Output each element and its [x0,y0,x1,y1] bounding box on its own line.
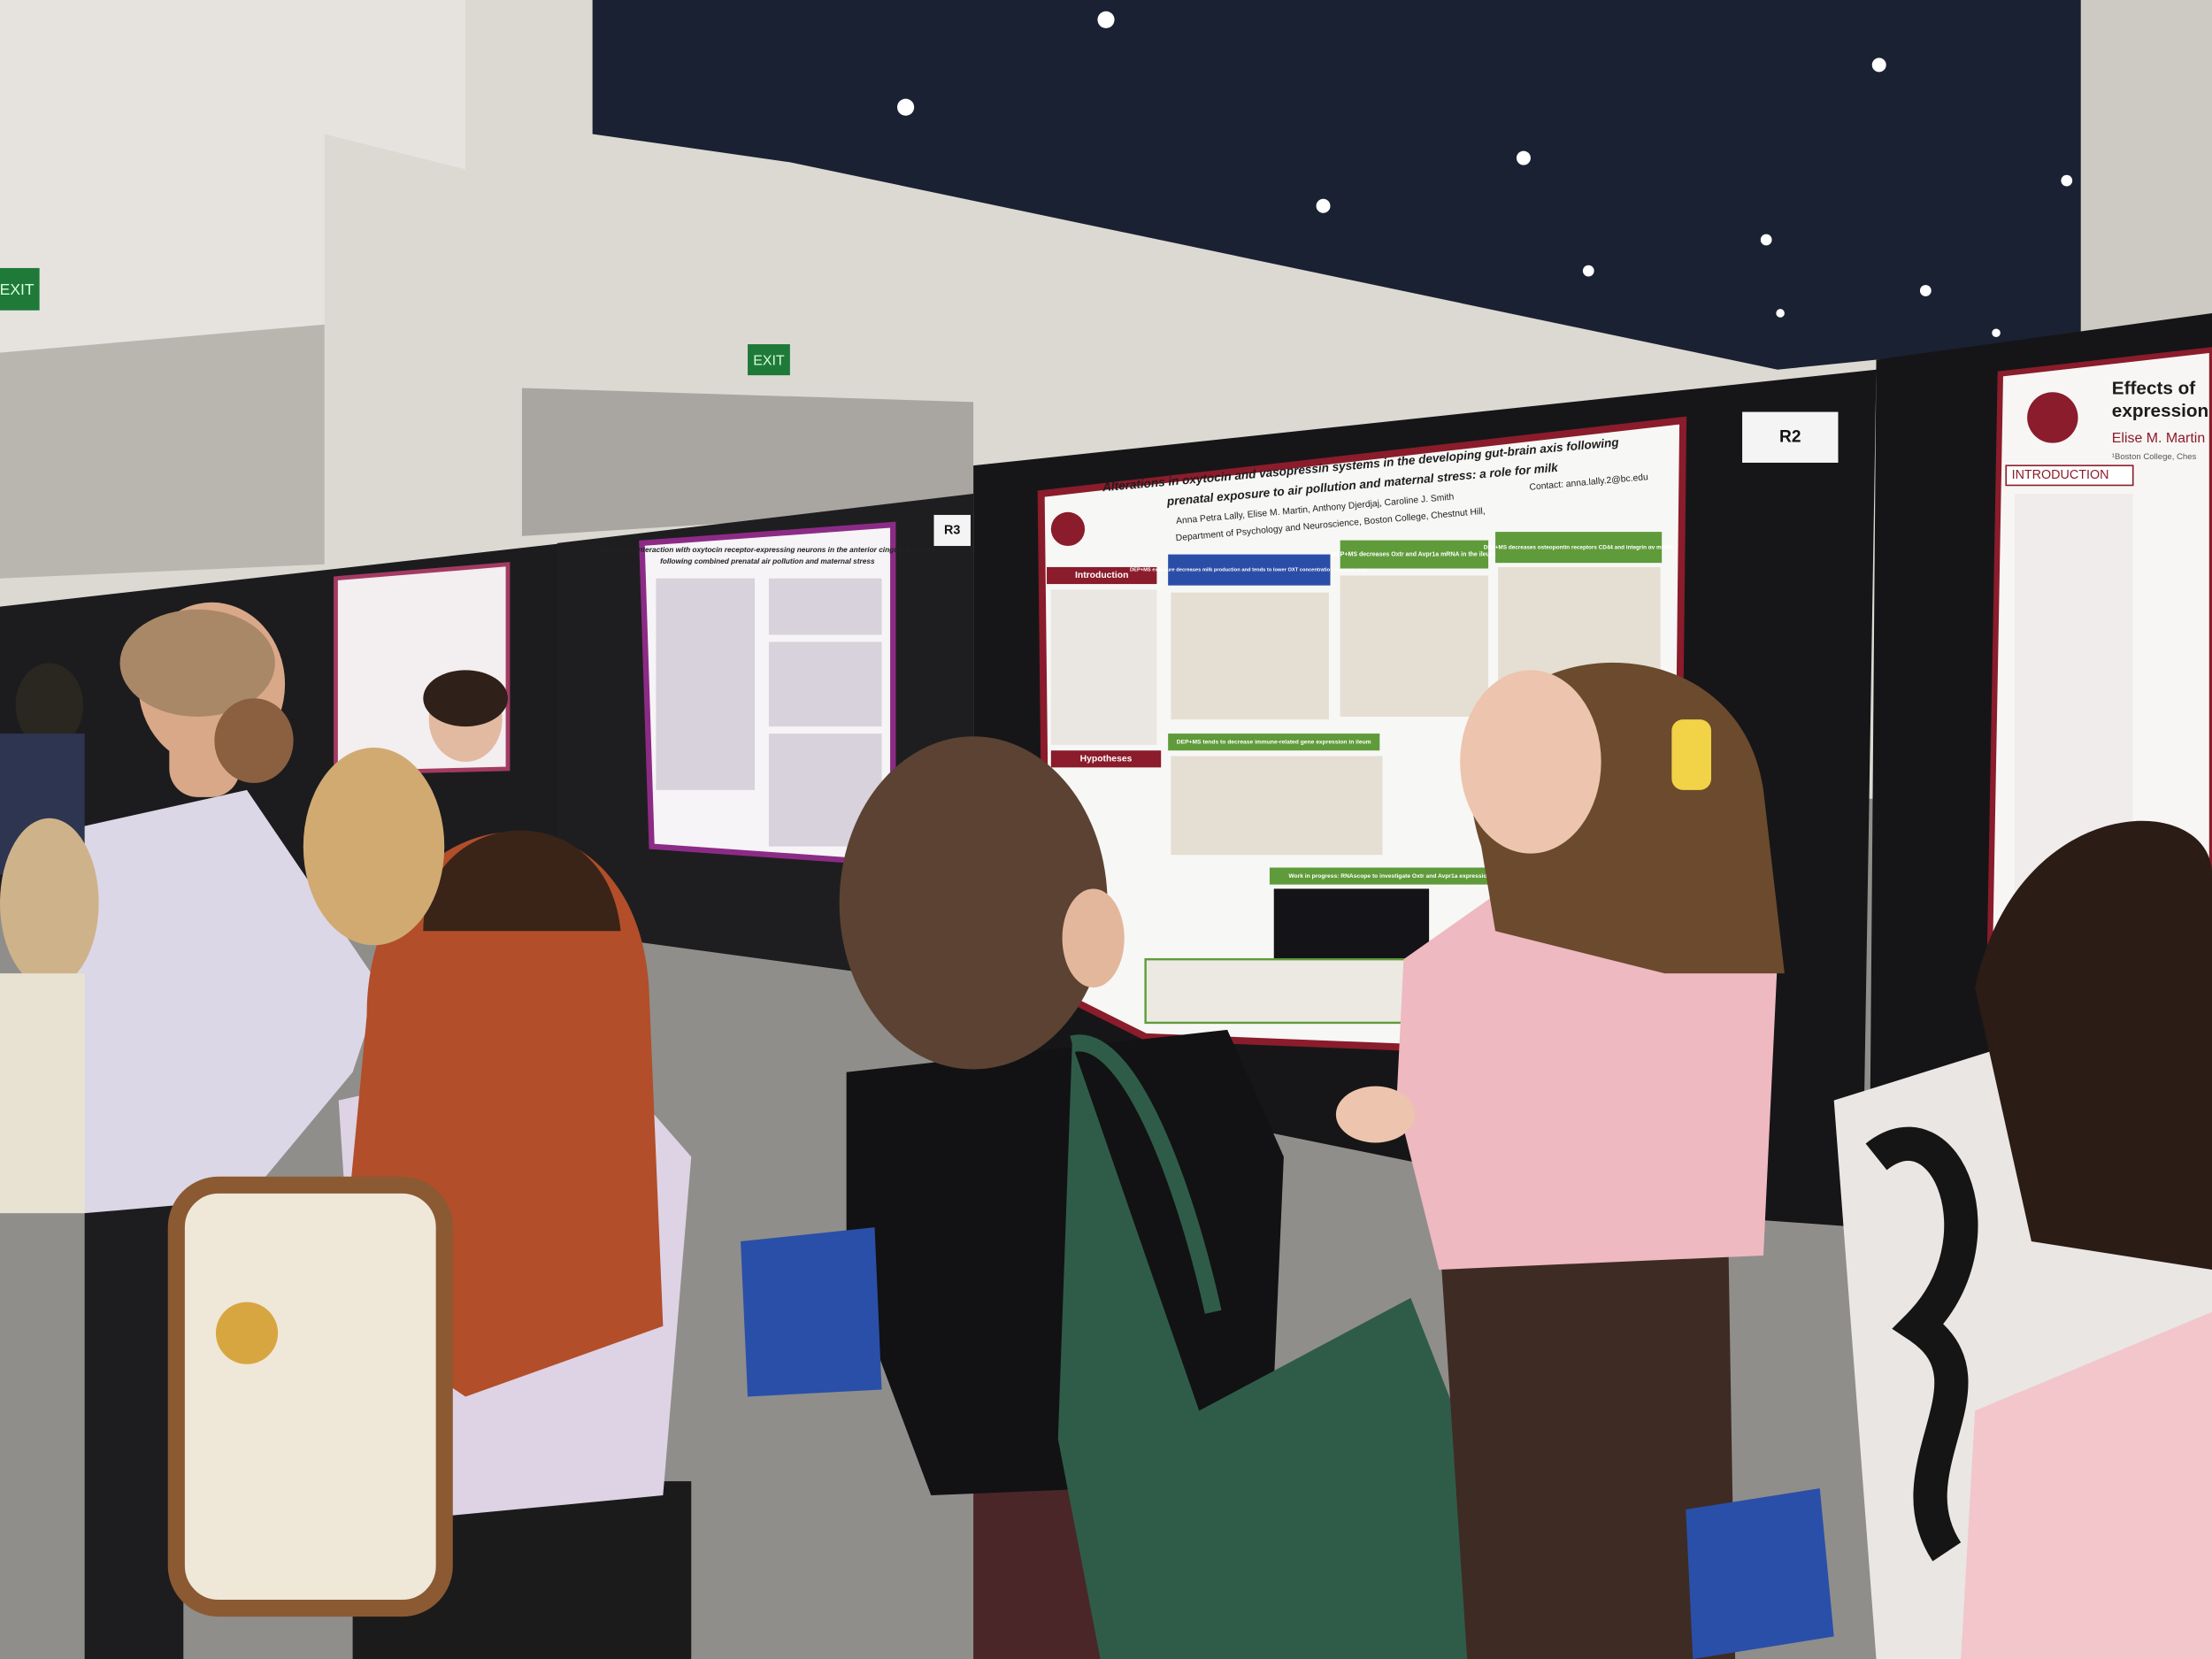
section-header [1047,566,1157,585]
background-people [0,663,508,1214]
section-header [1050,750,1162,768]
college-seal [2027,392,2078,443]
wall-opening [521,388,974,536]
person-red-hair [167,830,692,1659]
board-label [933,514,971,547]
section-title: INTRODUCTION [2012,468,2109,482]
section-title: Hypotheses [1080,755,1133,764]
result-header [1168,554,1331,586]
shopping-bag [741,1227,1834,1659]
board-label [1742,411,1839,463]
result-title: DEP+MS tends to decrease immune-related … [1177,739,1371,745]
exit-sign [748,344,790,376]
poster-author: Elise M. Martin [2112,431,2205,446]
person-right [1833,820,2212,1659]
exit-text: EXIT [0,280,35,298]
board-label-text: R3 [944,523,960,537]
ceiling [592,0,2212,370]
poster-affiliation: ¹Boston College, Ches [2112,452,2197,462]
poster-title: Microglial interaction with oxytocin rec… [600,545,935,554]
result-title: DEP+MS exposure decreases milk productio… [1130,568,1368,573]
exit-sign [0,267,40,311]
poster-title-line: Effects of [2112,379,2195,399]
result-title: Work in progress: RNAscope to investigat… [1288,873,1490,879]
wall-opening [0,324,325,579]
result-header [1269,867,1509,885]
poster-subtitle: following combined prenatal air pollutio… [660,557,875,565]
result-title: DEP+MS decreases Oxtr and Avpr1a mRNA in… [1332,551,1495,557]
exit-text: EXIT [753,353,785,368]
result-title: DEP+MS decreases osteopontin receptors C… [1484,544,1674,550]
poster-title-line: expression [2112,401,2208,421]
result-header [1168,733,1380,751]
section-title: Introduction [1075,571,1128,580]
result-header [1495,532,1663,564]
person-brown-hair [839,736,1552,1659]
ceiling-lights [897,11,2073,338]
section-header [2005,465,2134,487]
pillar [2080,0,2212,346]
text-block [1050,589,1157,745]
person-man-left [42,602,381,1659]
college-seal [1050,511,1086,547]
result-header [1340,540,1489,569]
board-label-text: R2 [1779,427,1801,446]
person-presenter [1335,662,1785,1659]
